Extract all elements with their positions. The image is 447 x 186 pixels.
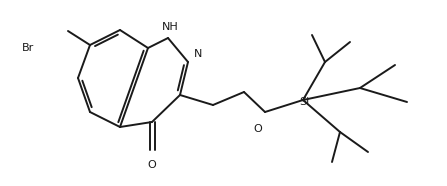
Text: O: O: [253, 124, 262, 134]
Text: N: N: [194, 49, 202, 59]
Text: O: O: [148, 160, 156, 170]
Text: Si: Si: [299, 97, 309, 107]
Text: Br: Br: [22, 43, 34, 53]
Text: NH: NH: [162, 22, 178, 32]
